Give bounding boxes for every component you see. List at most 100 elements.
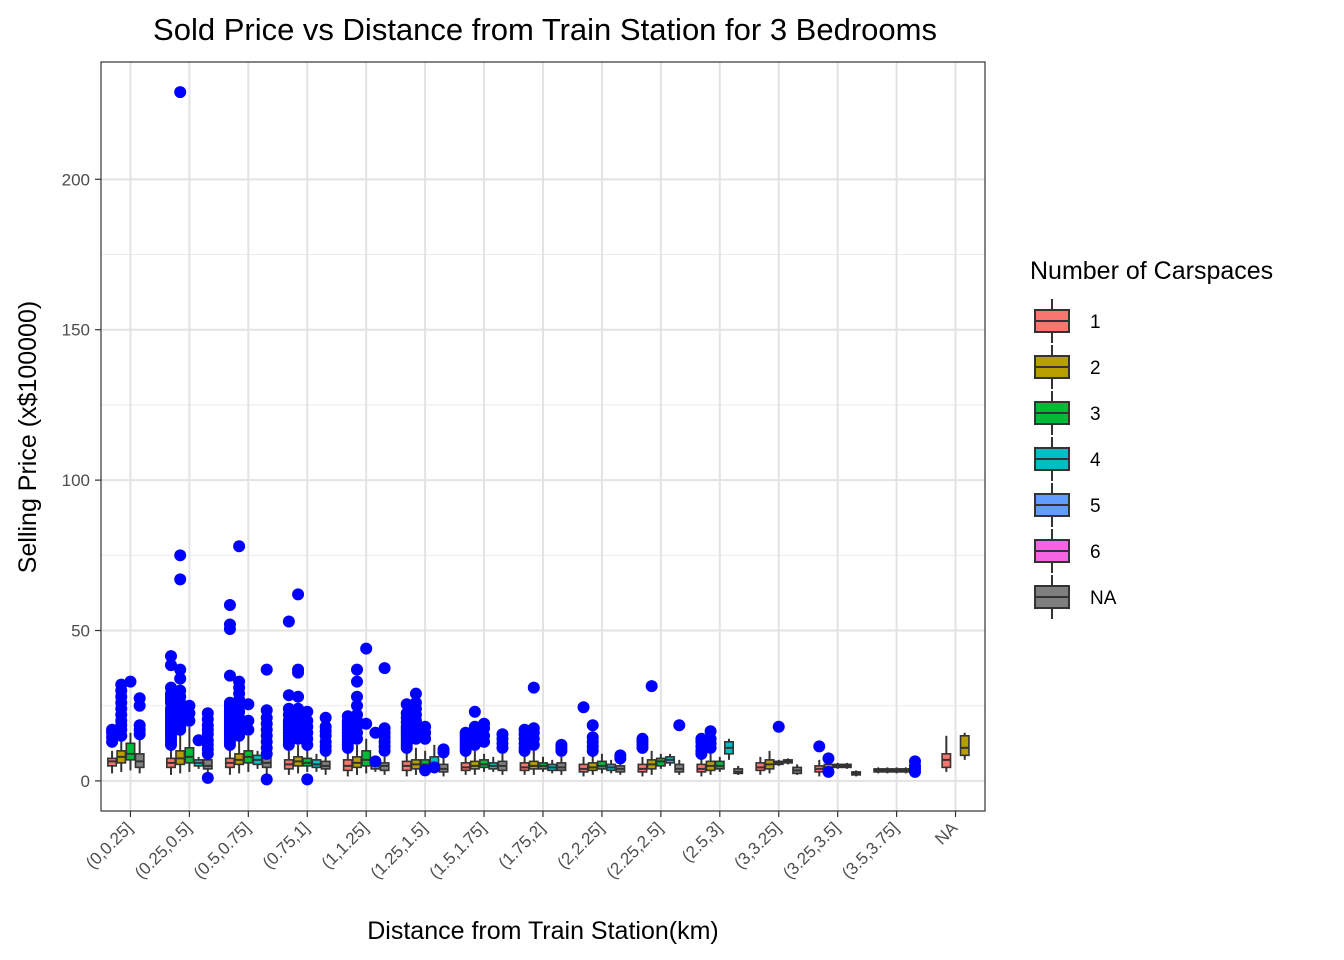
box-iqr [959,734,970,757]
chart-title: Sold Price vs Distance from Train Statio… [153,12,937,47]
outlier-point [174,672,187,685]
box-plot [723,738,734,760]
box-plot [714,756,725,772]
outlier-point [319,711,332,724]
outlier-point [822,765,835,778]
box-plot [665,753,676,766]
outlier-point [909,755,921,768]
outlier-point [636,732,649,745]
box-plot [900,767,911,774]
outlier-point [459,726,472,739]
plot-panel-border [100,61,986,812]
outlier-point [645,680,658,693]
outlier-point [419,764,432,777]
outlier-point [360,642,373,655]
outlier-point [704,725,717,738]
legend-label: 1 [1090,312,1101,333]
legend-item: 6 [1034,529,1101,573]
outlier-point [319,720,332,733]
outlier-point [428,761,441,774]
outlier-point [351,675,363,688]
outlier-point [124,675,137,688]
outlier-point [192,734,205,747]
outlier-point [223,618,236,631]
box-plot [293,744,304,774]
box-plot [479,753,490,772]
outlier-point [292,690,305,703]
outlier-point [409,687,422,700]
outlier-point [242,723,255,736]
outlier-point [351,699,363,712]
box-plot [755,756,766,775]
legend-item: 3 [1034,391,1101,435]
box-plot [193,756,204,769]
outlier-point [400,707,413,720]
outlier-point [378,722,391,735]
outlier-point [292,588,305,601]
legend: Number of Carspaces 1 2 3 4 5 6 NA [1030,257,1273,619]
legend-label: 6 [1090,542,1101,563]
y-axis: 0 50 100 150 200 [62,170,101,791]
box-plot [107,750,118,774]
outlier-point [772,720,785,733]
outlier-point [586,719,599,732]
y-axis-title: Selling Price (x$100000) [14,301,42,573]
box-iqr [125,742,136,761]
outlier-point [165,681,177,694]
legend-label: 4 [1090,450,1101,471]
outlier-point [223,669,236,682]
outlier-point [400,698,413,711]
outlier-point [233,540,246,553]
box-plot [832,762,843,769]
legend-label: 5 [1090,496,1101,517]
box-plot [792,764,803,775]
outlier-point [233,675,246,688]
box-plot [497,753,508,775]
outlier-point [260,663,273,676]
outlier-point [292,702,305,715]
box-plot [733,765,744,775]
legend-item: 1 [1034,299,1101,343]
outlier-point [242,698,255,711]
outlier-point [242,714,255,727]
box-plot [283,750,294,775]
outlier-point [369,755,382,768]
outlier-point [478,717,491,730]
outlier-point [468,705,481,718]
box-plot [469,750,480,775]
outlier-point [673,719,686,732]
y-tick-label: 100 [62,471,90,490]
box-plot [959,732,970,760]
box-plot [941,735,952,772]
outlier-point [369,726,382,739]
box-plot [351,744,362,775]
outlier-point [614,749,627,762]
box-plot [782,758,793,765]
outlier-point [351,663,363,676]
outlier-point [292,663,305,676]
outlier-point [527,681,540,694]
box-plot [547,759,558,774]
box-plot [184,726,195,772]
box-iqr [202,759,213,770]
box-iqr [361,750,372,767]
legend-item: 2 [1034,345,1101,389]
box-plot [311,753,322,772]
boxes [107,726,970,777]
outlier-point [419,720,432,733]
outlier-point [174,549,187,562]
outlier-point [174,573,187,586]
outlier-point [586,731,599,744]
box-iqr [184,747,195,764]
outlier-point [165,650,177,663]
outlier-point [174,684,187,697]
outlier-point [577,701,590,714]
y-tick-label: 50 [71,622,90,641]
legend-item: 5 [1034,483,1101,527]
outlier-point [351,708,363,721]
box-plot [175,732,186,774]
outlier-point [174,663,187,676]
outlier-point [106,723,119,736]
y-tick-label: 0 [81,772,90,791]
outlier-point [282,689,295,702]
